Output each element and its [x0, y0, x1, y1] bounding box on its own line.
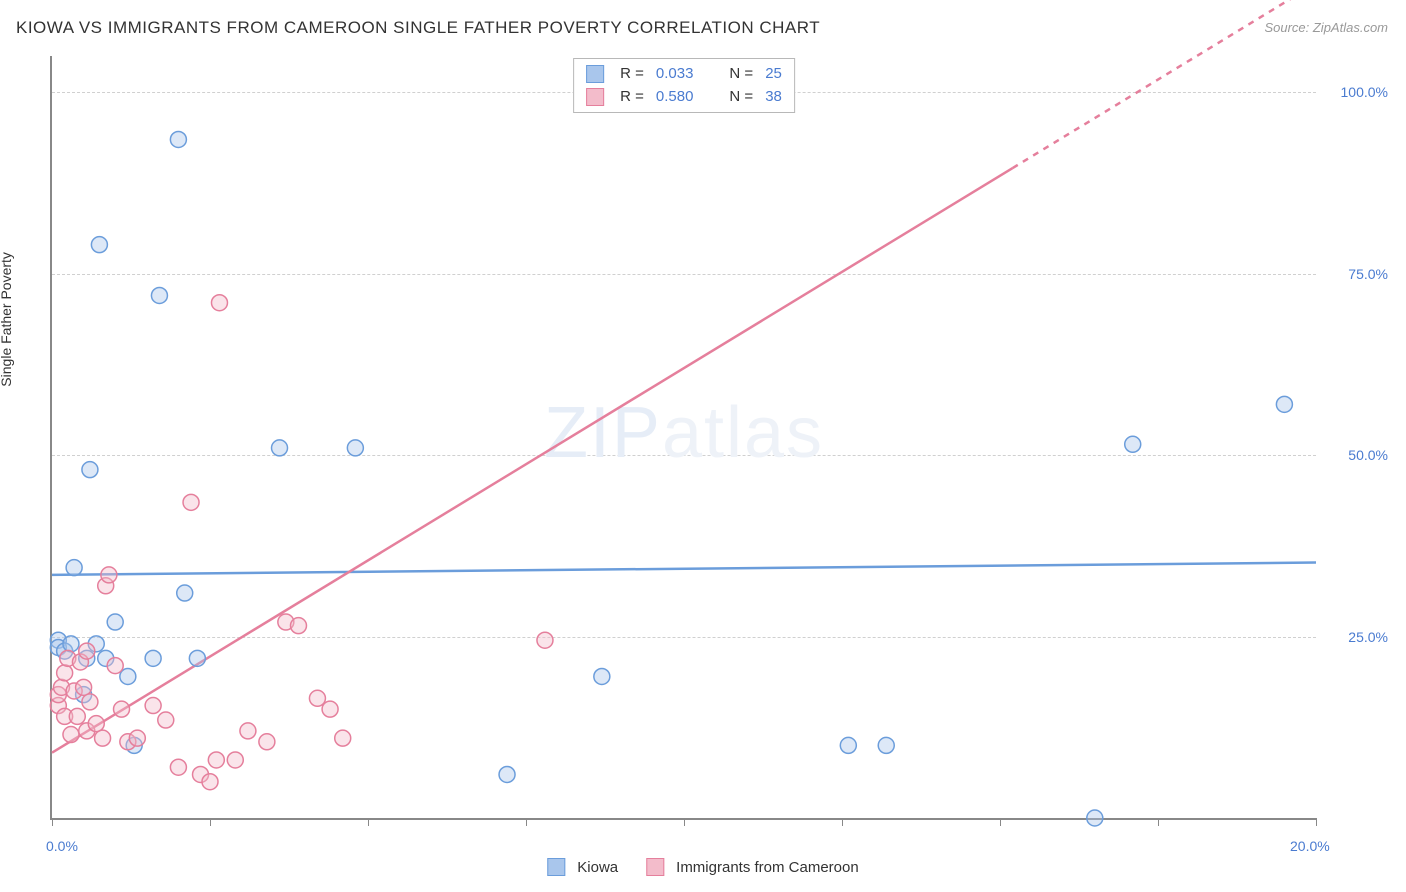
data-point [107, 658, 123, 674]
r-value-kiowa: 0.033 [656, 63, 694, 86]
data-point [170, 131, 186, 147]
x-tick-label: 0.0% [46, 838, 78, 854]
y-axis-label: Single Father Poverty [0, 252, 14, 387]
swatch-kiowa-icon [547, 858, 565, 876]
y-tick-label: 100.0% [1341, 84, 1388, 100]
data-point [63, 636, 79, 652]
x-tick [1316, 818, 1317, 826]
data-point [259, 734, 275, 750]
data-point [129, 730, 145, 746]
n-value-kiowa: 25 [765, 63, 782, 86]
data-point [76, 679, 92, 695]
r-value-cameroon: 0.580 [656, 86, 694, 109]
n-label: N = [729, 86, 753, 109]
r-label: R = [620, 63, 644, 86]
scatter-plot-area: ZIPatlas R = 0.033 N = 25 R = 0.580 N = … [50, 56, 1316, 820]
data-point [57, 665, 73, 681]
x-tick [368, 818, 369, 826]
data-point [594, 668, 610, 684]
data-point [114, 701, 130, 717]
x-tick-label: 20.0% [1290, 838, 1330, 854]
data-point [82, 462, 98, 478]
data-point [840, 737, 856, 753]
x-tick [684, 818, 685, 826]
legend-item-cameroon: Immigrants from Cameroon [646, 858, 859, 876]
data-point [1276, 396, 1292, 412]
data-point [177, 585, 193, 601]
correlation-stats-legend: R = 0.033 N = 25 R = 0.580 N = 38 [573, 58, 795, 113]
x-tick [1158, 818, 1159, 826]
x-tick [52, 818, 53, 826]
data-point [878, 737, 894, 753]
data-point [79, 643, 95, 659]
data-point [290, 618, 306, 634]
data-point [107, 614, 123, 630]
y-tick-label: 50.0% [1348, 447, 1388, 463]
stats-row-cameroon: R = 0.580 N = 38 [586, 86, 782, 109]
data-point [189, 650, 205, 666]
data-point [322, 701, 338, 717]
data-point [91, 237, 107, 253]
legend-item-kiowa: Kiowa [547, 858, 618, 876]
x-tick [526, 818, 527, 826]
data-point [82, 694, 98, 710]
data-point [69, 708, 85, 724]
data-point [208, 752, 224, 768]
data-point [88, 716, 104, 732]
data-point [170, 759, 186, 775]
series-legend: Kiowa Immigrants from Cameroon [547, 858, 858, 876]
data-point [240, 723, 256, 739]
data-point [66, 560, 82, 576]
data-point [1125, 436, 1141, 452]
stats-row-kiowa: R = 0.033 N = 25 [586, 63, 782, 86]
y-tick-label: 25.0% [1348, 629, 1388, 645]
data-point [272, 440, 288, 456]
data-point [151, 287, 167, 303]
x-tick [210, 818, 211, 826]
data-point [183, 494, 199, 510]
data-point [101, 567, 117, 583]
x-tick [1000, 818, 1001, 826]
data-point [158, 712, 174, 728]
swatch-cameroon [586, 88, 604, 106]
y-tick-label: 75.0% [1348, 266, 1388, 282]
r-label: R = [620, 86, 644, 109]
data-point [95, 730, 111, 746]
data-point [202, 774, 218, 790]
n-value-cameroon: 38 [765, 86, 782, 109]
swatch-cameroon-icon [646, 858, 664, 876]
data-point [227, 752, 243, 768]
data-point [537, 632, 553, 648]
n-label: N = [729, 63, 753, 86]
data-point [499, 766, 515, 782]
data-point [335, 730, 351, 746]
data-point [211, 295, 227, 311]
data-point [145, 698, 161, 714]
data-point [1087, 810, 1103, 826]
data-point [145, 650, 161, 666]
source-attribution: Source: ZipAtlas.com [1264, 20, 1388, 35]
data-point [120, 668, 136, 684]
data-point [309, 690, 325, 706]
legend-label-kiowa: Kiowa [577, 859, 618, 876]
regression-line [52, 563, 1316, 575]
plot-svg [52, 56, 1316, 818]
legend-label-cameroon: Immigrants from Cameroon [676, 859, 859, 876]
chart-title: KIOWA VS IMMIGRANTS FROM CAMEROON SINGLE… [16, 18, 820, 38]
data-point [347, 440, 363, 456]
x-tick [842, 818, 843, 826]
swatch-kiowa [586, 65, 604, 83]
data-point [63, 727, 79, 743]
